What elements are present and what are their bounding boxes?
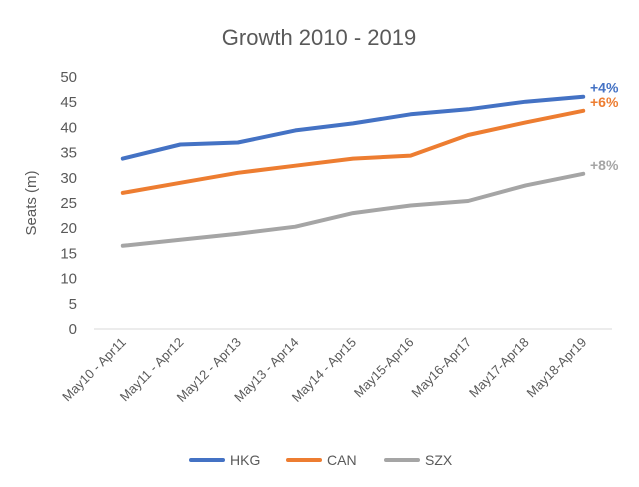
- series-lines: [120, 94, 586, 248]
- y-tick-label: 5: [69, 296, 77, 313]
- end-label-szx: +8%: [590, 157, 619, 173]
- y-tick-label: 50: [60, 69, 77, 86]
- y-tick-label: 45: [60, 94, 77, 111]
- x-tick-label: May15-Apr16: [351, 335, 417, 401]
- y-tick-label: 15: [60, 245, 77, 262]
- y-tick-label: 35: [60, 145, 77, 162]
- series-line-can: [120, 108, 586, 195]
- y-tick-label: 30: [60, 170, 77, 187]
- legend-label-szx: SZX: [425, 452, 453, 468]
- y-tick-label: 25: [60, 195, 77, 212]
- x-tick-label: May17-Apr18: [466, 335, 532, 401]
- end-label-can: +6%: [590, 94, 619, 110]
- y-axis-label: Seats (m): [23, 170, 40, 235]
- y-tick-label: 0: [69, 321, 77, 338]
- legend-label-hkg: HKG: [230, 452, 260, 468]
- x-tick-label: May18-Apr19: [524, 335, 590, 401]
- y-tick-label: 10: [60, 271, 77, 288]
- y-tick-labels: 0 5 10 15 20 25 30 35 40 45 50: [60, 69, 77, 338]
- x-tick-label: May16-Apr17: [408, 335, 474, 401]
- end-labels: +4%+6% +8%: [590, 80, 619, 173]
- series-line-szx: [120, 171, 586, 248]
- legend-label-can: CAN: [327, 452, 357, 468]
- chart-title: Growth 2010 - 2019: [222, 25, 416, 50]
- legend: HKG CAN SZX: [189, 452, 453, 468]
- y-tick-label: 20: [60, 220, 77, 237]
- series-line-hkg: [120, 94, 586, 161]
- end-label-hkg: +4%: [590, 80, 619, 96]
- y-tick-label: 40: [60, 119, 77, 136]
